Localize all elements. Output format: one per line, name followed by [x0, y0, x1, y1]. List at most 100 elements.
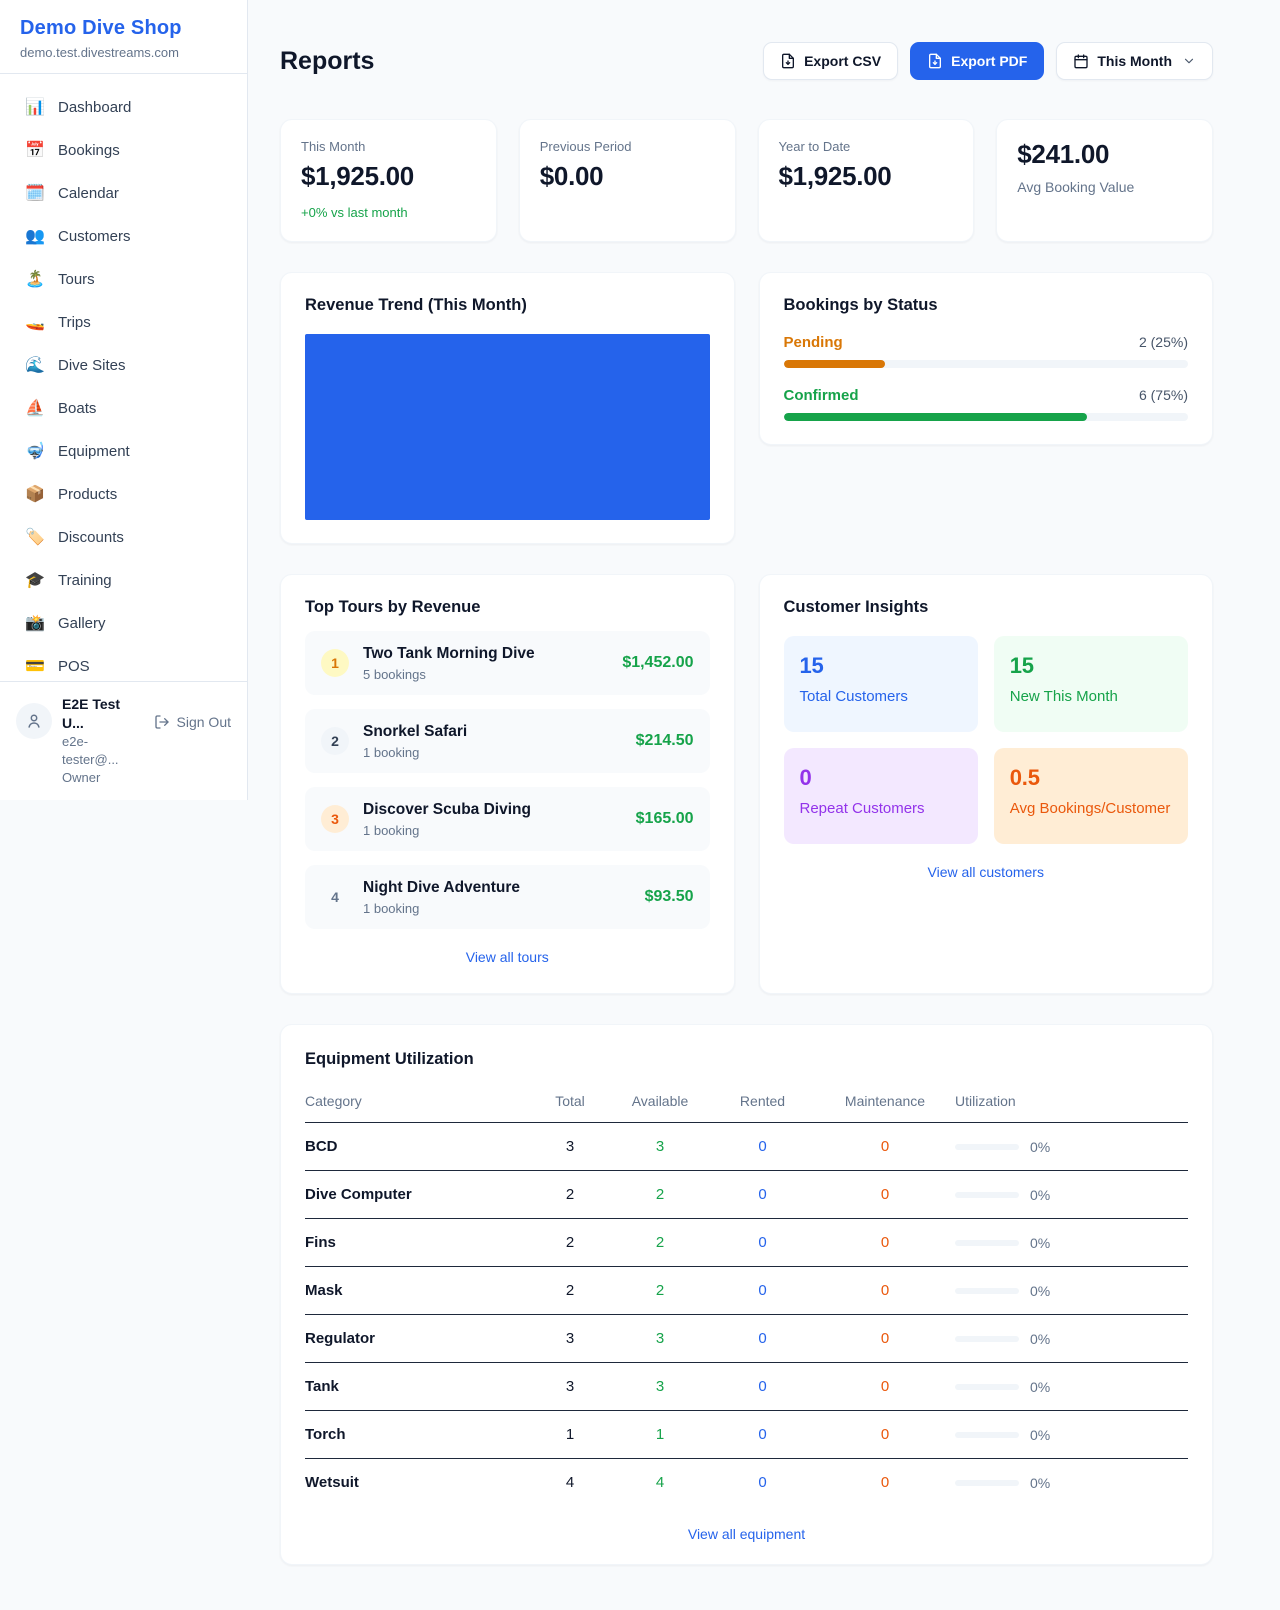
sidebar-item-gallery[interactable]: 📸 Gallery: [12, 602, 235, 645]
export-csv-button[interactable]: Export CSV: [763, 42, 899, 81]
tour-row: 2 Snorkel Safari 1 booking $214.50: [305, 708, 710, 773]
cell-available: 2: [610, 1218, 710, 1267]
sidebar-item-trips[interactable]: 🚤 Trips: [12, 301, 235, 344]
sidebar-item-pos[interactable]: 💳 POS: [12, 645, 235, 688]
stats-row: This Month $1,925.00 +0% vs last month P…: [280, 118, 1213, 242]
shop-domain: demo.test.divestreams.com: [20, 45, 179, 60]
cell-maintenance: 0: [815, 1362, 955, 1411]
tour-name: Two Tank Morning Dive: [363, 644, 535, 662]
tour-revenue: $165.00: [635, 809, 694, 827]
col-available: Available: [610, 1082, 710, 1123]
calendar-icon: 🗓️: [25, 185, 45, 202]
tour-row: 1 Two Tank Morning Dive 5 bookings $1,45…: [305, 630, 710, 695]
tile-avg-bookings-customer: 0.5 Avg Bookings/Customer: [993, 747, 1188, 844]
pos-icon: 💳: [25, 658, 45, 675]
panel-title: Equipment Utilization: [305, 1049, 474, 1068]
export-pdf-button[interactable]: Export PDF: [910, 42, 1045, 81]
sidebar-item-label: Gallery: [58, 615, 106, 632]
sidebar-item-calendar[interactable]: 🗓️ Calendar: [12, 172, 235, 215]
sidebar-item-label: Trips: [58, 314, 91, 331]
rank-badge: 3: [321, 804, 349, 833]
sidebar-item-customers[interactable]: 👥 Customers: [12, 215, 235, 258]
equipment-table: Category Total Available Rented Maintena…: [305, 1082, 1188, 1506]
sidebar-item-products[interactable]: 📦 Products: [12, 473, 235, 516]
sidebar-item-discounts[interactable]: 🏷️ Discounts: [12, 516, 235, 559]
stat-card-previous-period: Previous Period $0.00: [518, 118, 736, 242]
view-all-equipment-link[interactable]: View all equipment: [687, 1525, 806, 1542]
sidebar-item-label: Calendar: [58, 185, 119, 202]
cell-maintenance: 0: [815, 1410, 955, 1459]
table-header-row: Category Total Available Rented Maintena…: [305, 1082, 1188, 1123]
stat-label: Year to Date: [778, 138, 851, 154]
sidebar-item-equipment[interactable]: 🤿 Equipment: [12, 430, 235, 473]
status-label: Confirmed: [783, 386, 859, 404]
boats-icon: ⛵: [25, 400, 45, 417]
tour-bookings: 1 booking: [363, 900, 420, 916]
cell-maintenance: 0: [815, 1170, 955, 1219]
panel-title: Customer Insights: [783, 597, 929, 616]
stat-delta: +0% vs last month: [301, 204, 408, 220]
sidebar-nav: 📊 Dashboard 📅 Bookings 🗓️ Calendar 👥 Cus…: [0, 74, 247, 699]
tile-value: 15: [1009, 652, 1034, 678]
utilization-percent: 0%: [1030, 1330, 1051, 1347]
sidebar-item-tours[interactable]: 🏝️ Tours: [12, 258, 235, 301]
panel-title: Revenue Trend (This Month): [305, 295, 527, 314]
stat-label: Avg Booking Value: [1017, 178, 1135, 195]
utilization-bar: [955, 1383, 1019, 1390]
stat-value: $241.00: [1017, 138, 1110, 169]
stat-value: $1,925.00: [301, 160, 414, 191]
cell-available: 3: [610, 1362, 710, 1411]
col-utilization: Utilization: [955, 1082, 1188, 1123]
sidebar-item-boats[interactable]: ⛵ Boats: [12, 387, 235, 430]
period-select[interactable]: This Month: [1056, 42, 1213, 81]
utilization-bar: [955, 1239, 1019, 1246]
customers-icon: 👥: [25, 228, 45, 245]
utilization-bar: [955, 1143, 1019, 1150]
stat-card-year-to-date: Year to Date $1,925.00: [757, 118, 975, 242]
status-label: Pending: [783, 333, 843, 351]
chevron-down-icon: [1182, 54, 1196, 68]
sidebar-item-label: Products: [58, 486, 118, 503]
tour-row: 4 Night Dive Adventure 1 booking $93.50: [305, 864, 710, 929]
cell-category: Tank: [305, 1362, 530, 1411]
tours-icon: 🏝️: [25, 271, 45, 288]
tile-total-customers: 15 Total Customers: [783, 635, 978, 732]
revenue-trend-panel: Revenue Trend (This Month): [280, 271, 735, 544]
revenue-trend-chart: [305, 333, 710, 520]
sidebar-item-training[interactable]: 🎓 Training: [12, 559, 235, 602]
file-download-icon: [782, 53, 795, 69]
sidebar-item-dive-sites[interactable]: 🌊 Dive Sites: [12, 344, 235, 387]
cell-total: 3: [530, 1362, 610, 1411]
status-bar-track: [783, 359, 1188, 368]
cell-rented: 0: [758, 1473, 767, 1491]
user-role: Owner: [62, 770, 101, 785]
utilization-percent: 0%: [1030, 1186, 1051, 1203]
tour-name: Discover Scuba Diving: [363, 800, 531, 818]
table-row: Tank 3 3 0 0 0%: [305, 1362, 1188, 1411]
tile-label: Total Customers: [799, 687, 908, 705]
cell-available: 3: [610, 1314, 710, 1363]
person-icon: [28, 714, 40, 728]
utilization-percent: 0%: [1030, 1234, 1051, 1251]
top-tours-panel: Top Tours by Revenue 1 Two Tank Morning …: [280, 573, 735, 994]
user-email: e2e-tester@...: [62, 734, 119, 767]
dive-sites-icon: 🌊: [25, 357, 45, 374]
view-all-tours-link[interactable]: View all tours: [465, 948, 549, 965]
status-value: 2 (25%): [1138, 333, 1188, 350]
sidebar-item-bookings[interactable]: 📅 Bookings: [12, 129, 235, 172]
sign-out-button[interactable]: Sign Out: [154, 714, 231, 730]
cell-rented: 0: [710, 1266, 815, 1315]
cell-total: 4: [565, 1473, 575, 1491]
view-all-customers-link[interactable]: View all customers: [927, 863, 1044, 880]
tour-bookings: 1 booking: [363, 744, 420, 760]
utilization-percent: 0%: [1030, 1138, 1051, 1155]
col-total: Total: [530, 1082, 610, 1123]
sidebar-item-dashboard[interactable]: 📊 Dashboard: [12, 86, 235, 129]
cell-rented: 0: [710, 1218, 815, 1267]
cell-total: 3: [530, 1122, 610, 1171]
sidebar-item-label: Tours: [58, 271, 95, 288]
tour-revenue: $93.50: [644, 887, 694, 905]
status-bar-track: [783, 412, 1188, 421]
tile-value: 0.5: [1009, 764, 1040, 790]
insight-tiles: 15 Total Customers 15 New This Month 0 R…: [783, 635, 1188, 844]
